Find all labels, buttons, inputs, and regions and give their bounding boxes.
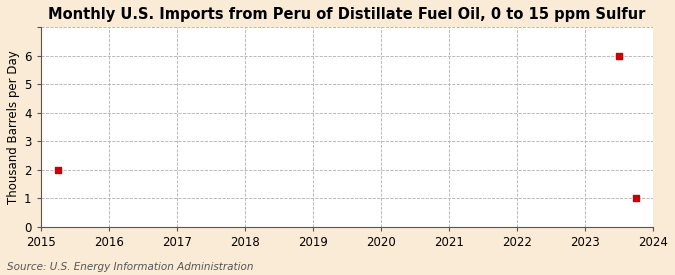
Point (630, 196, 641, 200)
Point (614, 54, 624, 58)
Text: Source: U.S. Energy Information Administration: Source: U.S. Energy Information Administ… (7, 262, 253, 272)
Y-axis label: Thousand Barrels per Day: Thousand Barrels per Day (7, 50, 20, 204)
Title: Monthly U.S. Imports from Peru of Distillate Fuel Oil, 0 to 15 ppm Sulfur: Monthly U.S. Imports from Peru of Distil… (48, 7, 645, 22)
Point (52, 167, 63, 172)
